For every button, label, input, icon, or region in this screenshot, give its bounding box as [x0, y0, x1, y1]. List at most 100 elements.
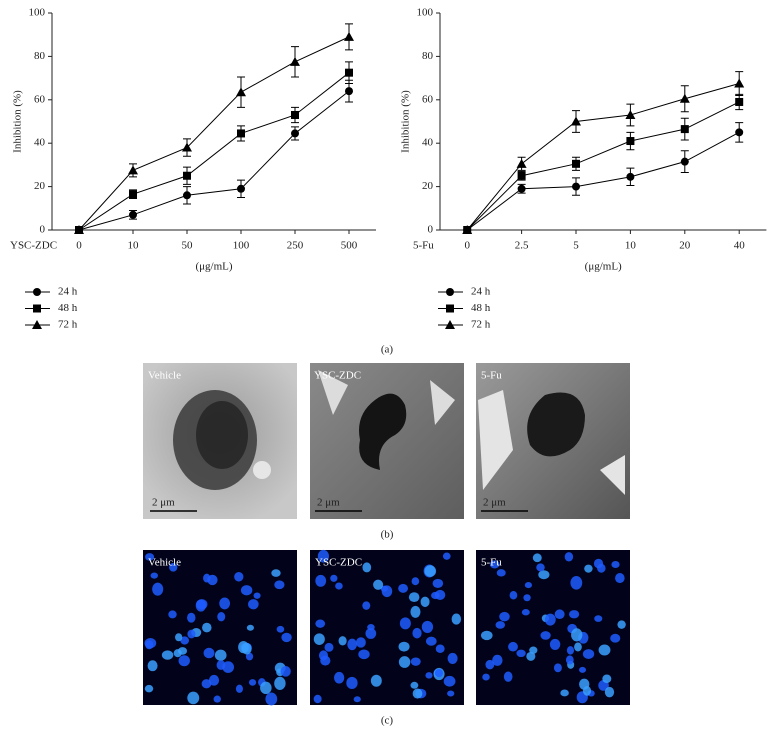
- x-tick-label: 100: [233, 240, 250, 252]
- nucleus: [598, 644, 611, 656]
- nucleus: [358, 649, 370, 660]
- nucleus: [362, 601, 371, 610]
- nucleus: [523, 594, 531, 602]
- nucleus: [178, 655, 190, 667]
- nucleus: [203, 647, 215, 659]
- legend-marker: [445, 320, 455, 329]
- nucleus: [503, 671, 513, 682]
- nucleus: [353, 696, 361, 703]
- y-axis-label: Inhibition (%): [12, 90, 24, 153]
- y-tick-label: 80: [34, 50, 46, 62]
- nucleus: [564, 552, 574, 562]
- marker: [237, 184, 245, 193]
- series-line: [466, 101, 740, 231]
- nucleus: [408, 592, 420, 603]
- panel-label: (b): [381, 529, 394, 541]
- nucleus: [536, 563, 545, 572]
- nucleus: [168, 610, 177, 619]
- marker: [345, 68, 353, 77]
- marker: [625, 109, 636, 119]
- nucleus: [398, 583, 409, 593]
- x-tick-label: 20: [679, 240, 691, 252]
- nucleus: [240, 585, 253, 596]
- nucleus: [238, 640, 249, 654]
- nucleus: [492, 654, 503, 666]
- legend-label: 24 h: [471, 286, 491, 298]
- marker: [517, 184, 526, 193]
- marker: [128, 165, 138, 175]
- marker: [680, 157, 689, 166]
- image-label: Vehicle: [148, 557, 181, 569]
- nucleus: [313, 633, 325, 645]
- marker: [626, 172, 635, 181]
- nucleus: [480, 630, 493, 641]
- nucleus: [152, 582, 164, 596]
- marker: [74, 225, 84, 234]
- legend-marker: [33, 304, 41, 313]
- marker: [290, 56, 300, 66]
- marker: [291, 129, 299, 138]
- nucleus: [180, 636, 190, 645]
- nucleus: [443, 675, 456, 687]
- nucleus: [173, 649, 182, 658]
- y-tick-label: 60: [422, 93, 434, 105]
- x-axis-title: 5-Fu: [413, 240, 434, 252]
- series-line: [466, 131, 740, 231]
- scale-label: 2 μm: [317, 497, 340, 509]
- y-tick-label: 0: [428, 224, 434, 236]
- nucleus: [144, 684, 154, 693]
- marker: [517, 171, 526, 180]
- marker: [572, 159, 580, 168]
- nucleus: [217, 612, 226, 622]
- x-tick-label: 10: [128, 240, 140, 252]
- nucleus: [317, 549, 329, 563]
- image-label: Vehicle: [148, 370, 181, 382]
- series-line: [78, 90, 350, 231]
- image-label: 5-Fu: [481, 370, 502, 382]
- series-line: [78, 72, 350, 231]
- legend-label: 72 h: [471, 319, 491, 331]
- nucleus: [524, 581, 532, 589]
- marker: [344, 31, 354, 41]
- x-tick-label: 10: [625, 240, 637, 252]
- nucleus: [219, 597, 231, 610]
- nucleus: [582, 649, 595, 659]
- x-tick-label: 250: [287, 240, 304, 252]
- nucleus: [447, 652, 458, 665]
- image-label: 5-Fu: [481, 557, 502, 569]
- nucleus: [398, 641, 410, 652]
- marker: [345, 87, 353, 96]
- marker: [129, 190, 137, 199]
- nucleus: [147, 660, 158, 672]
- nucleus: [398, 656, 411, 668]
- nucleus: [431, 591, 440, 600]
- nucleus: [604, 686, 615, 698]
- nucleus: [201, 679, 212, 689]
- nucleus: [207, 574, 218, 586]
- y-tick-label: 0: [40, 224, 46, 236]
- nucleus: [495, 621, 506, 629]
- line-chart: 0 20 40 60 80 100 0 10 50 100 250 500 YSC-ZDC (μg/mL)…: [10, 7, 376, 331]
- fluorescence-labels: Vehicle YSC-ZDC 5-Fu: [148, 557, 502, 569]
- nucleus: [235, 684, 243, 693]
- nucleus: [549, 638, 561, 651]
- nucleus: [538, 570, 550, 580]
- marker: [183, 191, 191, 200]
- nucleus: [482, 673, 490, 681]
- nucleus: [150, 572, 158, 579]
- marker: [735, 97, 744, 106]
- x-tick-label: 40: [734, 240, 746, 252]
- nucleus: [202, 622, 212, 633]
- nucleus: [144, 637, 157, 649]
- series-line: [466, 83, 740, 231]
- nucleus: [359, 393, 407, 470]
- panel-label: (c): [381, 715, 394, 727]
- nucleus: [373, 579, 384, 590]
- nucleus: [196, 401, 248, 469]
- nucleus: [399, 617, 411, 630]
- nucleus: [315, 574, 327, 587]
- y-tick-label: 20: [34, 180, 46, 192]
- nucleus: [187, 691, 200, 705]
- nucleus: [571, 628, 583, 642]
- nucleus: [281, 632, 292, 643]
